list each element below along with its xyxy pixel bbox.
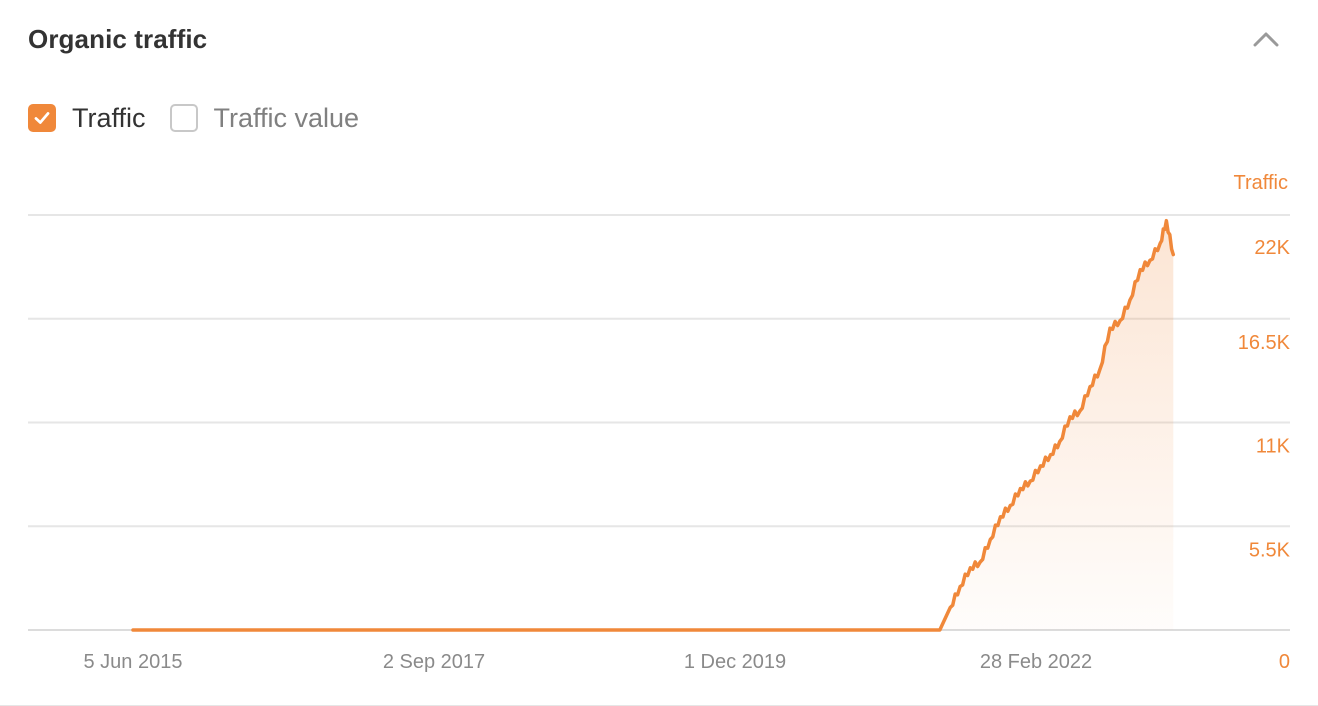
traffic-line	[131, 218, 1176, 632]
traffic-value-checkbox[interactable]	[169, 104, 198, 132]
x-tick-label: 1 Dec 2019	[684, 651, 786, 673]
traffic-checkbox[interactable]	[28, 104, 56, 132]
legend-label-traffic: Traffic	[72, 102, 146, 133]
traffic-chart: 0 5.5K 11K 16.5K 22K 5 Jun 2015 2 Sep 2017 1 De…	[0, 160, 1318, 706]
traffic-area	[133, 220, 1174, 630]
legend-item-traffic-value[interactable]: Traffic value	[169, 102, 360, 134]
check-icon	[34, 112, 50, 124]
y-tick-label: 0	[1279, 651, 1290, 673]
x-tick-label: 5 Jun 2015	[84, 651, 183, 673]
x-tick-label: 28 Feb 2022	[980, 651, 1092, 673]
legend-label-traffic-value: Traffic value	[213, 102, 360, 133]
panel-header: Organic traffic	[28, 20, 1290, 60]
chevron-up-icon[interactable]	[1248, 24, 1284, 54]
legend-item-traffic[interactable]: Traffic	[28, 103, 146, 134]
y-tick-label: 5.5K	[1249, 539, 1291, 561]
y-tick-label: 16.5K	[1238, 332, 1291, 354]
x-tick-label: 2 Sep 2017	[383, 651, 485, 673]
y-axis-title: Traffic	[1234, 172, 1288, 194]
traffic-chart-svg: 0 5.5K 11K 16.5K 22K 5 Jun 2015 2 Sep 2017 1 De…	[28, 172, 1291, 673]
y-tick-label: 22K	[1254, 237, 1290, 259]
chart-legend: Traffic Traffic value	[28, 100, 383, 136]
panel-title: Organic traffic	[28, 24, 208, 54]
y-tick-label: 11K	[1256, 436, 1291, 458]
